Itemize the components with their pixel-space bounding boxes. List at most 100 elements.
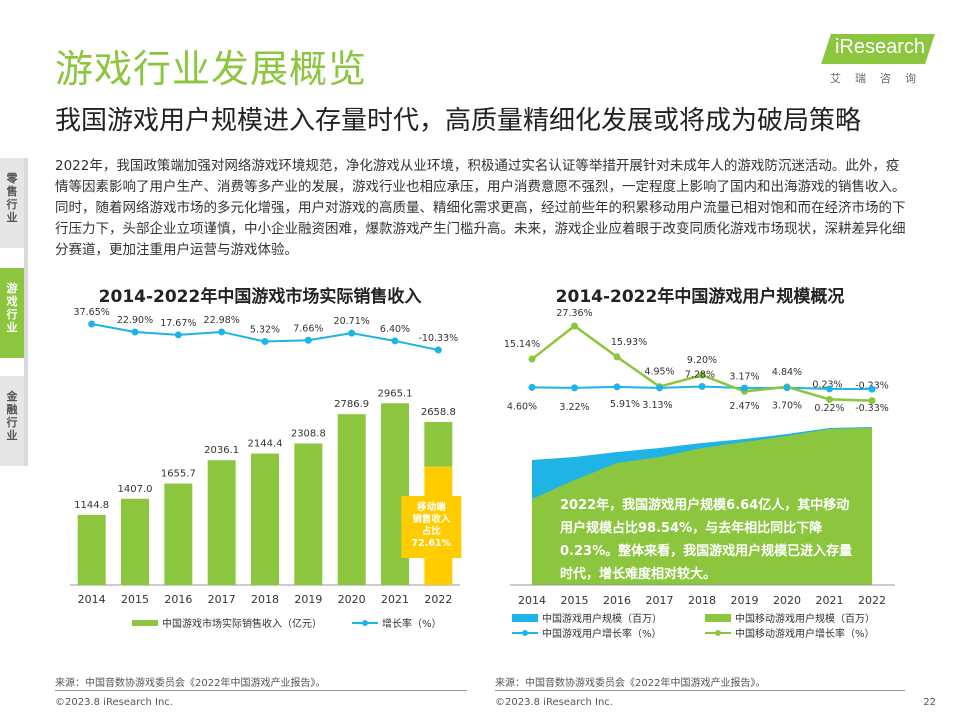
source-note-left: 来源：中国音数协游戏委员会《2022年中国游戏产业报告》。 xyxy=(55,678,326,689)
legend-label-mobile-growth: 中国移动游戏用户增长率（%） xyxy=(735,627,875,640)
total-growth-point xyxy=(783,384,791,392)
total-growth-point xyxy=(528,383,536,391)
total-growth-point xyxy=(656,384,663,392)
mobile-growth-label: 3.17% xyxy=(729,371,759,382)
legend-label-growth: 增长率（%） xyxy=(382,617,442,630)
total-growth-label: 5.91% xyxy=(610,399,640,410)
bar-2022-pc xyxy=(424,422,453,467)
mobile-growth-point xyxy=(571,322,578,330)
copyright-left: ©2023.8 iResearch Inc. xyxy=(55,697,173,708)
x-tick-label: 2020 xyxy=(338,593,366,606)
bar-2017 xyxy=(207,460,236,585)
sidebar-item-label: 金融行业 xyxy=(6,390,18,442)
x-tick-label: 2015 xyxy=(121,593,149,606)
x-tick-label: 2016 xyxy=(603,594,631,607)
x-tick-label: 2020 xyxy=(773,594,801,607)
mobile-growth-point xyxy=(528,355,536,363)
mobile-growth-label: 27.36% xyxy=(556,308,592,319)
body-paragraph: 2022年，我国政策端加强对网络游戏环境规范，净化游戏从业环境，积极通过实名认证… xyxy=(55,158,906,258)
sidebar-item-finance[interactable]: 金融行业 xyxy=(0,376,24,466)
source-note-right: 来源：中国音数协游戏委员会《2022年中国游戏产业报告》。 xyxy=(495,678,766,689)
bar-2019 xyxy=(294,443,323,585)
legend-label-mobile: 中国移动游戏用户规模（百万） xyxy=(735,612,875,625)
legend-label-revenue: 中国游戏市场实际销售收入（亿元） xyxy=(162,617,322,630)
x-tick-label: 2015 xyxy=(561,594,589,607)
x-tick-label: 2014 xyxy=(78,593,106,606)
bar-value-label: 2965.1 xyxy=(378,388,413,399)
total-growth-point xyxy=(826,385,833,393)
bar-2016 xyxy=(164,483,193,585)
user-scale-chart: 2014 2015 2016 2017 2018 2019 2020 2021 2022 15.1… xyxy=(504,308,895,640)
total-growth-label: 3.13% xyxy=(642,400,672,411)
total-growth-point xyxy=(741,384,748,392)
sidebar-item-label: 零售行业 xyxy=(6,172,18,224)
total-growth-label: 4.60% xyxy=(507,401,537,412)
legend-marker-mobile-growth xyxy=(715,630,721,636)
x-tick-label: 2017 xyxy=(208,593,236,606)
total-growth-point xyxy=(613,383,621,391)
x-tick-label: 2022 xyxy=(424,593,452,606)
mobile-growth-label: 4.84% xyxy=(772,367,802,378)
bar-value-label: 2308.8 xyxy=(291,428,326,439)
sidebar-item-gaming[interactable]: 游戏行业 xyxy=(0,268,24,358)
total-growth-point xyxy=(698,382,706,390)
bar-2014 xyxy=(77,514,106,585)
mobile-growth-point xyxy=(613,353,621,361)
mobile-share-label: 移动端销售收入占比 72.61% xyxy=(412,501,452,549)
bar-value-label: 1655.7 xyxy=(161,469,196,480)
x-tick-label: 2022 xyxy=(858,594,886,607)
page-title: 游戏行业发展概览 xyxy=(55,47,368,91)
growth-label: 37.65% xyxy=(74,307,110,318)
mobile-growth-point xyxy=(698,371,706,379)
x-tick-label: 2018 xyxy=(688,594,716,607)
x-tick-label: 2019 xyxy=(731,594,759,607)
growth-point xyxy=(174,331,182,339)
growth-point xyxy=(88,320,96,328)
total-growth-point xyxy=(868,385,876,393)
legend-label-total: 中国游戏用户规模（百万） xyxy=(542,612,662,625)
chart1-title: 2014-2022年中国游戏市场实际销售收入 xyxy=(98,287,422,307)
total-growth-label: 0.22% xyxy=(814,403,844,414)
growth-label: 7.66% xyxy=(293,323,323,334)
mobile-growth-point xyxy=(868,397,876,405)
bar-2020 xyxy=(337,414,366,585)
footer-rule-right xyxy=(495,690,905,691)
page-number: 22 xyxy=(923,697,936,708)
bar-value-label: 2658.8 xyxy=(421,407,456,418)
growth-point xyxy=(348,329,356,337)
legend-swatch-mobile xyxy=(705,614,731,622)
growth-label: 17.67% xyxy=(160,318,196,329)
revenue-chart: 1144.8 2014 1407.0 2015 1655.7 2016 2036.1 2017… xyxy=(70,307,462,630)
growth-point xyxy=(434,346,442,354)
iresearch-logo: iResearch 艾瑞咨询 xyxy=(818,34,935,86)
x-tick-label: 2017 xyxy=(646,594,674,607)
x-tick-label: 2018 xyxy=(251,593,279,606)
logo-text: iResearch xyxy=(834,36,926,58)
growth-label: 20.71% xyxy=(334,316,370,327)
sidebar-divider xyxy=(24,158,28,466)
total-growth-label: 3.22% xyxy=(559,402,589,413)
sidebar-item-retail[interactable]: 零售行业 xyxy=(0,158,24,248)
x-tick-label: 2016 xyxy=(164,593,192,606)
mobile-growth-label: 0.23% xyxy=(812,379,842,390)
growth-label: 6.40% xyxy=(380,324,410,335)
total-growth-label: -0.33% xyxy=(855,403,889,414)
growth-label: 5.32% xyxy=(250,325,280,336)
mobile-growth-point xyxy=(826,395,833,403)
chart2-title: 2014-2022年中国游戏用户规模概况 xyxy=(555,287,845,307)
copyright-right: ©2023.8 iResearch Inc. xyxy=(495,697,613,708)
total-growth-point xyxy=(571,384,578,392)
bar-value-label: 2144.4 xyxy=(248,439,283,450)
mobile-share-box xyxy=(401,496,462,558)
growth-point xyxy=(131,328,139,336)
area-mobile-users xyxy=(532,428,872,585)
mobile-growth-label: 15.14% xyxy=(504,339,540,350)
mobile-growth-label: 15.93% xyxy=(611,337,647,348)
total-growth-label: 2.47% xyxy=(729,401,759,412)
logo-cn-text: 艾瑞咨询 xyxy=(830,72,930,85)
growth-label: 22.98% xyxy=(204,315,240,326)
bar-value-label: 1407.0 xyxy=(118,484,153,495)
bar-value-label: 1144.8 xyxy=(74,500,109,511)
growth-point xyxy=(304,336,312,344)
mobile-growth-label: 4.95% xyxy=(644,367,674,378)
